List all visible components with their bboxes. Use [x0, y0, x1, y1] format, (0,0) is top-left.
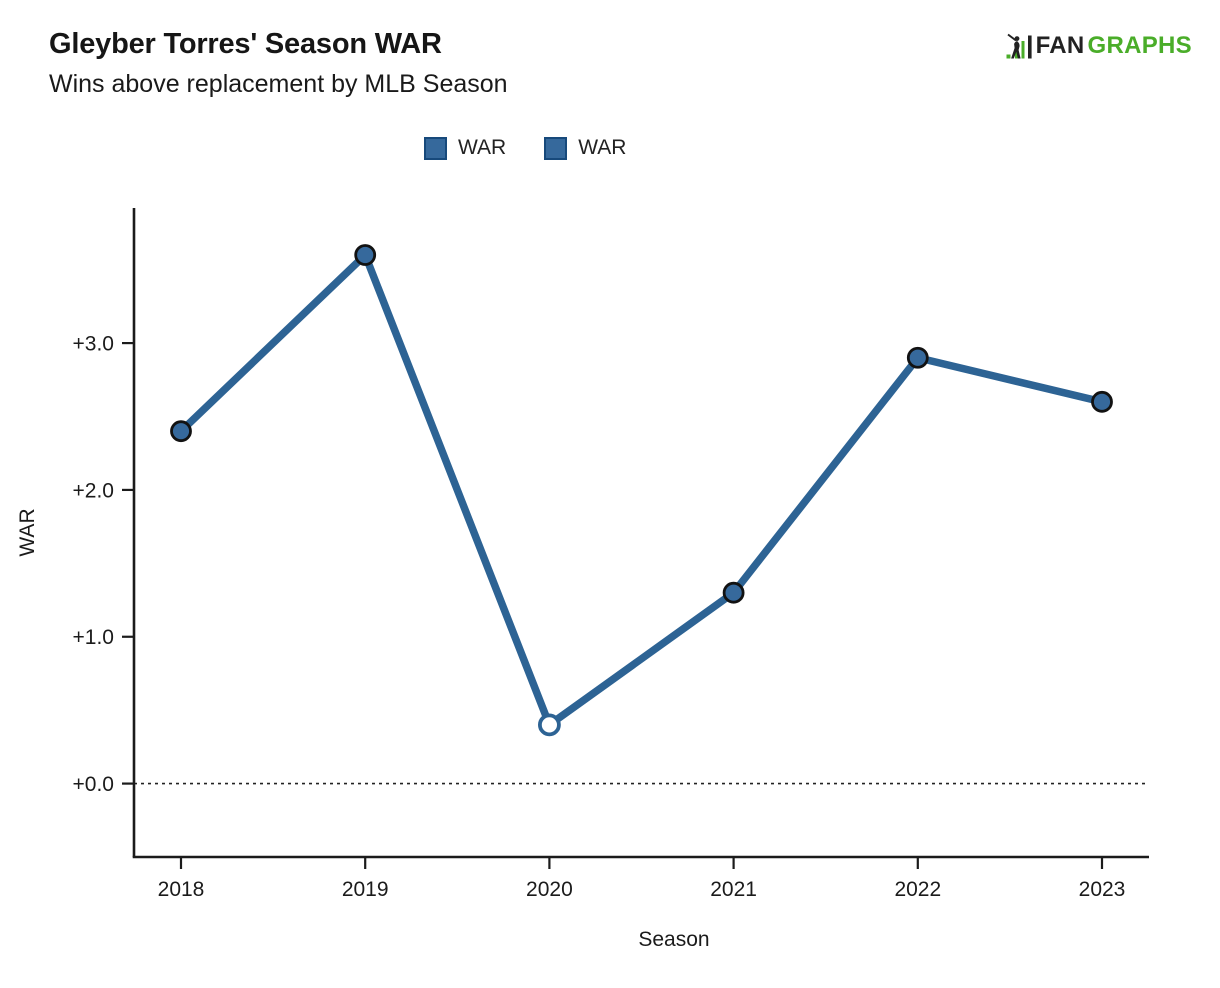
- page-title: Gleyber Torres' Season WAR: [49, 28, 442, 60]
- data-point-2020: [538, 713, 561, 737]
- fangraphs-logo-text-graphs: GRAPHS: [1087, 32, 1192, 59]
- y-tick-label: +2.0: [73, 479, 114, 502]
- x-tick-label: 2018: [158, 878, 205, 901]
- war-series-line: [177, 251, 1106, 729]
- legend-swatch: [424, 136, 447, 160]
- x-tick-label: 2021: [710, 878, 757, 901]
- y-axis-title: WAR: [16, 508, 39, 556]
- chart-legend: WAR WAR: [424, 136, 626, 160]
- y-tick-label: +3.0: [73, 332, 114, 355]
- x-axis-title: Season: [638, 928, 709, 951]
- data-point-2018: [170, 420, 192, 443]
- data-point-2021: [722, 581, 745, 604]
- x-tick-label: 2020: [526, 878, 573, 901]
- data-point-2019: [354, 244, 377, 266]
- x-tick-label: 2023: [1079, 878, 1126, 901]
- y-tick-label: +0.0: [73, 773, 114, 796]
- legend-label: WAR: [578, 136, 627, 159]
- page-subtitle: Wins above replacement by MLB Season: [49, 70, 508, 98]
- legend-item-war-2: WAR: [544, 136, 626, 160]
- x-tick-label: 2019: [342, 878, 389, 901]
- fangraphs-logo: FAN GRAPHS: [1006, 32, 1192, 60]
- data-point-2023: [1091, 390, 1113, 413]
- legend-item-war-1: WAR: [424, 136, 506, 160]
- legend-label: WAR: [458, 136, 507, 159]
- x-tick-label: 2022: [894, 878, 941, 901]
- fangraphs-logo-text-fan: FAN: [1035, 32, 1085, 59]
- y-tick-label: +1.0: [73, 626, 114, 649]
- fangraphs-batter-icon: [1006, 33, 1032, 58]
- data-point-2022: [906, 346, 929, 369]
- legend-swatch: [544, 136, 568, 160]
